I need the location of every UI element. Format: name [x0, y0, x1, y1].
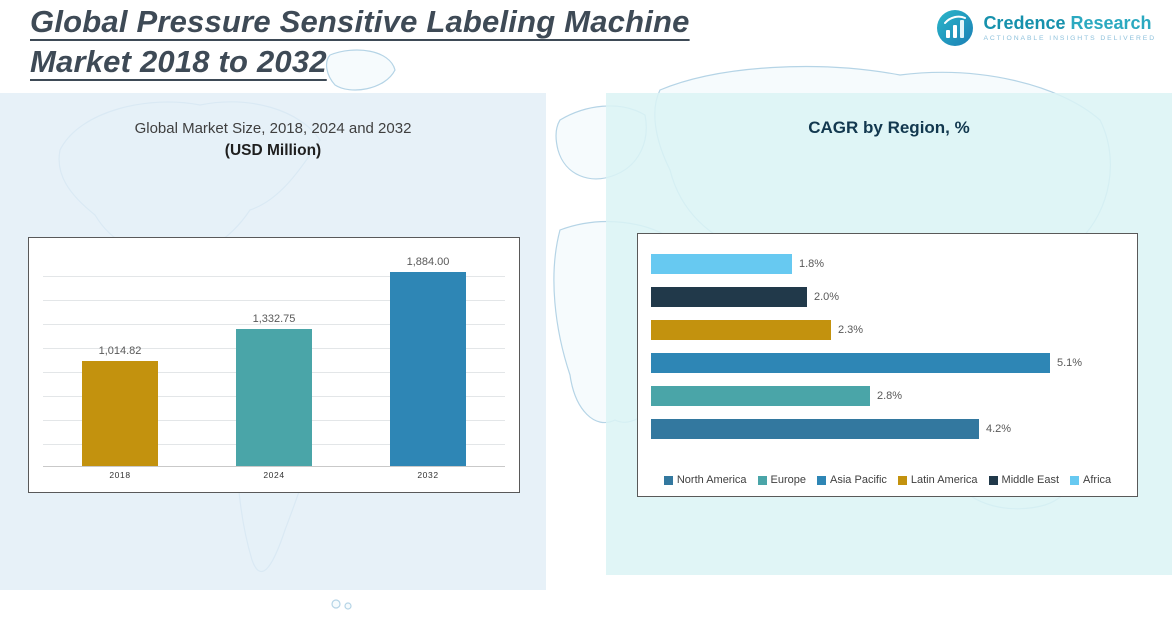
page-title-line2: Market 2018 to 2032 — [30, 43, 327, 79]
legend-label: Africa — [1083, 474, 1112, 486]
logo-text: Credence Research Actionable Insights De… — [983, 12, 1156, 43]
hbar-row-asia-pacific: 5.1% — [651, 353, 1127, 373]
hbar-row-europe: 2.8% — [651, 386, 1127, 406]
gridline — [43, 300, 505, 301]
hbar-asia-pacific — [651, 353, 1050, 373]
market-size-chart-title: Global Market Size, 2018, 2024 and 2032 — [134, 120, 412, 137]
logo-brand: Credence Research — [983, 12, 1156, 34]
legend-swatch-middle-east — [988, 475, 998, 485]
hbar-value-label: 1.8% — [799, 258, 825, 270]
hbar-europe — [651, 386, 870, 406]
logo-brand-first: Credence — [983, 12, 1066, 33]
logo-tagline: Actionable Insights Delivered — [983, 35, 1156, 43]
legend-item-africa: Africa — [1070, 474, 1111, 486]
legend-swatch-europe — [757, 475, 767, 485]
hbar-value-label: 2.8% — [877, 390, 903, 402]
legend-label: Europe — [770, 474, 807, 486]
bar-2024 — [236, 329, 312, 466]
x-axis-label-2032: 2032 — [417, 470, 439, 480]
page-title-line1: Global Pressure Sensitive Labeling Machi… — [30, 4, 690, 39]
legend-item-north-america: North America — [663, 474, 747, 486]
legend-label: Middle East — [1001, 474, 1060, 486]
hbar-row-middle-east: 2.0% — [651, 287, 1127, 307]
legend-item-middle-east: Middle East — [988, 474, 1060, 486]
legend-swatch-north-america — [663, 475, 673, 485]
legend-item-latin-america: Latin America — [897, 474, 978, 486]
bar-value-label: 1,332.75 — [252, 313, 296, 325]
bar-value-label: 1,014.82 — [98, 345, 142, 357]
bar-2032 — [390, 272, 466, 466]
page-title: Global Pressure Sensitive Labeling Machi… — [30, 2, 890, 81]
hbar-latin-america — [651, 320, 831, 340]
hbar-row-north-america: 4.2% — [651, 419, 1127, 439]
x-axis-label-2024: 2024 — [263, 470, 285, 480]
column-chart-plot-area: 1,014.82 1,332.75 1,884.00 — [43, 252, 505, 467]
gridline — [43, 324, 505, 325]
market-size-panel: Global Market Size, 2018, 2024 and 2032 … — [0, 93, 546, 590]
legend-item-europe: Europe — [757, 474, 807, 486]
legend-label: North America — [676, 474, 747, 486]
hbar-value-label: 5.1% — [1057, 357, 1083, 369]
hbar-value-label: 2.3% — [838, 324, 864, 336]
legend-swatch-africa — [1070, 475, 1080, 485]
hbar-africa — [651, 254, 792, 274]
gridline — [43, 276, 505, 277]
cagr-panel: CAGR by Region, % 1.8% 2.0% 2.3% 5.1% 2.8% 4.… — [606, 93, 1172, 575]
x-axis-label-2018: 2018 — [109, 470, 131, 480]
hbar-value-label: 2.0% — [814, 291, 840, 303]
bar-value-label: 1,884.00 — [406, 256, 450, 268]
cagr-chart-legend: North America Europe Asia Pacific Latin Ame… — [638, 474, 1137, 486]
bar-group-2024: 1,332.75 — [236, 313, 312, 466]
legend-item-asia-pacific: Asia Pacific — [817, 474, 887, 486]
hbar-chart-plot-area: 1.8% 2.0% 2.3% 5.1% 2.8% 4.2% — [651, 254, 1127, 452]
legend-label: Asia Pacific — [830, 474, 887, 486]
hbar-middle-east — [651, 287, 807, 307]
cagr-chart-title: CAGR by Region, % — [808, 118, 970, 137]
bar-2018 — [82, 361, 158, 466]
cagr-chart: 1.8% 2.0% 2.3% 5.1% 2.8% 4.2% North America Eu… — [637, 233, 1138, 497]
legend-swatch-asia-pacific — [817, 475, 827, 485]
legend-swatch-latin-america — [897, 475, 907, 485]
hbar-row-africa: 1.8% — [651, 254, 1127, 274]
legend-label: Latin America — [910, 474, 978, 486]
credence-research-logo: Credence Research Actionable Insights De… — [935, 8, 1156, 48]
hbar-north-america — [651, 419, 979, 439]
market-size-chart: 1,014.82 1,332.75 1,884.00 2018 2024 2032 — [28, 237, 520, 493]
logo-chart-icon — [937, 10, 974, 46]
bar-group-2018: 1,014.82 — [82, 345, 158, 466]
hbar-row-latin-america: 2.3% — [651, 320, 1127, 340]
hbar-value-label: 4.2% — [986, 423, 1012, 435]
market-size-chart-subtitle: (USD Million) — [224, 142, 322, 159]
bar-group-2032: 1,884.00 — [390, 256, 466, 466]
logo-brand-second: Research — [1070, 12, 1152, 33]
column-chart-x-axis: 2018 2024 2032 — [43, 470, 505, 480]
